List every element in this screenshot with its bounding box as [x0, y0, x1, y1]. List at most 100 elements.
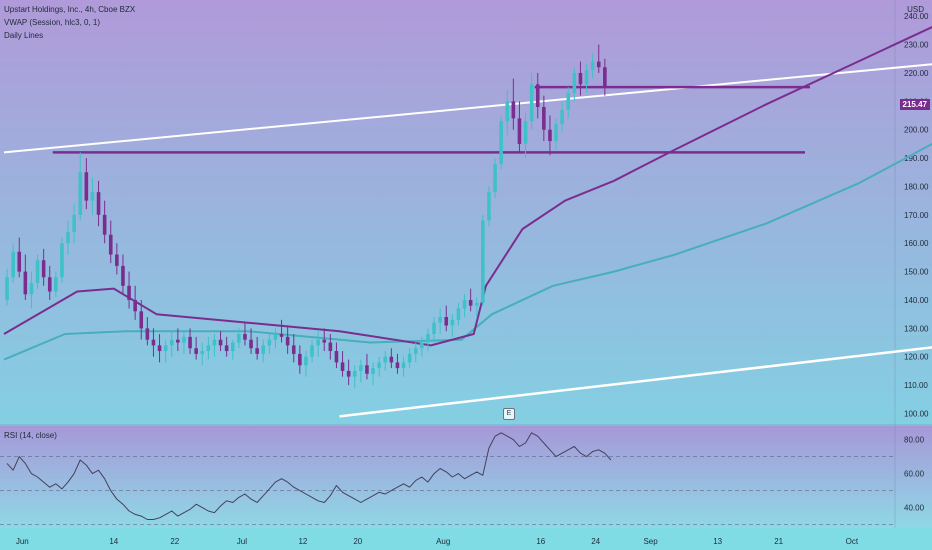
candle-body: [328, 342, 333, 352]
candle-body: [285, 336, 290, 346]
candle-body: [157, 345, 162, 352]
candle-body: [90, 192, 95, 201]
rsi-line: [6, 432, 612, 520]
price-tick-label: 200.00: [904, 126, 929, 135]
candle: [426, 328, 430, 352]
candle: [413, 342, 418, 363]
candle: [523, 112, 528, 159]
candle: [66, 220, 70, 255]
candle: [304, 351, 308, 377]
candle: [194, 336, 198, 360]
candle-body: [133, 299, 137, 312]
candle: [389, 348, 394, 369]
candle-body: [96, 192, 101, 215]
candle: [560, 101, 564, 133]
candle: [84, 158, 89, 210]
candle: [237, 328, 241, 349]
candle-body: [462, 299, 467, 309]
candle: [261, 339, 266, 363]
candle-body: [456, 308, 461, 320]
candle: [139, 299, 144, 340]
candle-body: [401, 362, 406, 369]
candle: [420, 336, 424, 357]
time-tick-label: 16: [536, 537, 545, 546]
candle-body: [389, 356, 394, 363]
candle: [163, 339, 168, 363]
candle: [481, 214, 485, 306]
candle: [279, 319, 284, 343]
candle-body: [249, 339, 253, 349]
earnings-icon[interactable]: E: [503, 408, 515, 420]
price-tick-label: 110.00: [904, 381, 928, 390]
candle-body: [548, 129, 552, 142]
candle-body: [194, 348, 198, 354]
candle-body: [365, 365, 369, 374]
time-tick-label: Jun: [16, 537, 29, 546]
candle-body: [41, 260, 46, 278]
candle-body: [5, 277, 9, 300]
candle: [72, 203, 76, 244]
candle-body: [47, 277, 52, 292]
price-tick-label: 230.00: [904, 41, 929, 50]
candle: [493, 158, 497, 198]
candle-body: [511, 101, 516, 119]
price-tick-label: 150.00: [904, 268, 929, 277]
candle: [157, 334, 162, 363]
candle: [151, 328, 156, 357]
candle-body: [560, 109, 564, 125]
candle-body: [316, 339, 320, 346]
candle-body: [304, 356, 308, 366]
candle: [108, 220, 113, 264]
candle-body: [188, 336, 192, 349]
candle: [352, 365, 357, 388]
time-tick-label: 12: [298, 537, 307, 546]
candle-body: [590, 61, 595, 71]
candle: [365, 353, 369, 380]
candle-body: [468, 299, 473, 306]
candle: [182, 331, 186, 354]
candle-body: [578, 72, 583, 85]
candle-body: [584, 70, 589, 85]
candle: [334, 342, 339, 369]
candle: [346, 359, 351, 386]
price-tick-label: 140.00: [904, 296, 929, 305]
candle: [468, 288, 473, 312]
candle-body: [413, 348, 418, 354]
candle: [255, 336, 259, 360]
time-tick-label: 20: [353, 537, 362, 546]
time-tick-label: Aug: [436, 537, 450, 546]
candle-body: [72, 214, 76, 232]
vwap-line: [3, 26, 932, 347]
candle-body: [566, 92, 571, 110]
rsi-background: [0, 426, 932, 528]
candle: [444, 305, 449, 332]
candle-body: [218, 339, 223, 346]
candle-body: [535, 84, 540, 107]
candle-body: [17, 251, 22, 272]
candle: [542, 95, 546, 142]
candle-body: [127, 285, 131, 300]
candle: [78, 152, 83, 221]
candle-body: [371, 368, 375, 374]
candle: [572, 67, 577, 102]
candle-body: [163, 345, 168, 352]
candle-body: [102, 214, 107, 235]
candle: [127, 271, 131, 309]
candle-body: [554, 124, 558, 142]
candle-body: [334, 351, 339, 363]
candle: [17, 237, 22, 278]
candle: [291, 334, 296, 363]
time-tick-label: Jul: [237, 537, 247, 546]
price-tick-label: 100.00: [904, 409, 929, 418]
candle-body: [169, 339, 174, 346]
candle-body: [243, 334, 247, 340]
candle-body: [200, 351, 205, 354]
candle-body: [212, 339, 217, 346]
candle-body: [176, 339, 180, 343]
candle: [566, 87, 571, 119]
candle: [96, 180, 101, 227]
candle: [316, 331, 320, 357]
candle: [29, 271, 34, 309]
time-tick-label: 21: [774, 537, 783, 546]
